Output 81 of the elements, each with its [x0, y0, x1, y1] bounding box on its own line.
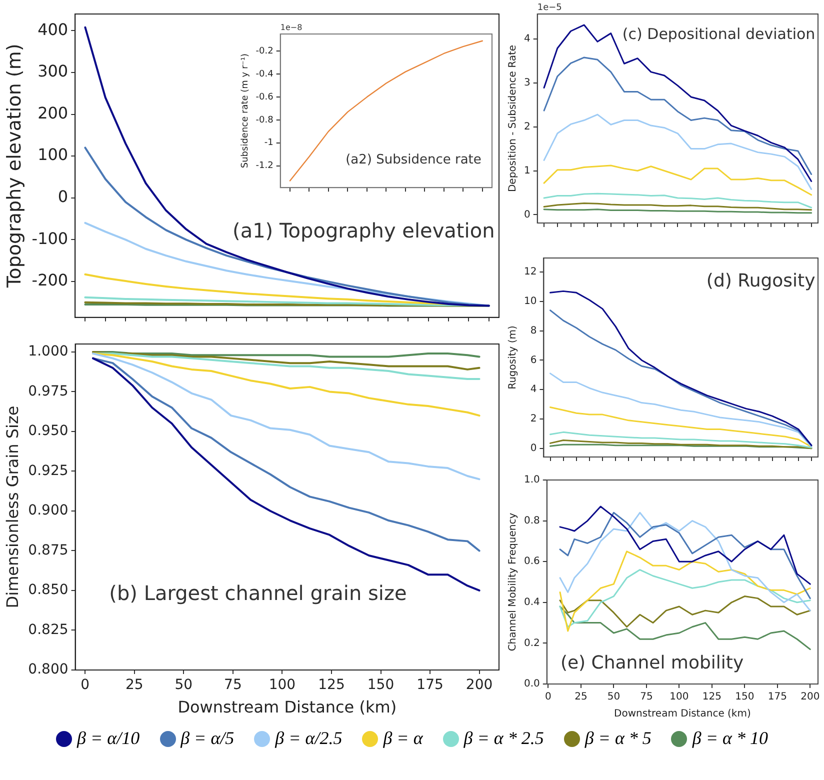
annotation: 1e−8	[280, 23, 302, 32]
y-tick-label: -0.2	[256, 46, 274, 57]
y-tick-label: -1.2	[256, 161, 274, 172]
x-tick-label: 75	[640, 692, 653, 703]
annotation: (e) Channel mobility	[560, 652, 744, 674]
y-tick-label: 0.2	[524, 638, 540, 649]
y-tick-label: 0.975	[28, 383, 68, 400]
y-tick-label: 200	[38, 103, 68, 122]
y-tick-label: 0	[524, 209, 530, 220]
y-tick-label: 0	[58, 187, 68, 206]
x-tick-label: 75	[224, 677, 242, 694]
y-tick-label: 0.950	[28, 423, 68, 440]
y-axis-title: Dimensionless Grain Size	[2, 406, 22, 608]
x-tick-label: 150	[735, 692, 754, 703]
y-tick-label: 0.4	[524, 596, 540, 608]
x-tick-label: 50	[607, 692, 620, 703]
y-tick-label: 8	[530, 325, 537, 336]
legend-label: β = α	[383, 728, 423, 749]
text: 1e−5	[537, 2, 562, 13]
x-tick-label: 200	[800, 692, 820, 703]
legend-label: β = α * 5	[584, 728, 652, 749]
y-tick-label: 0.875	[28, 542, 68, 558]
x-axis-title: Downstream Distance (km)	[614, 708, 751, 720]
y-tick-label: 4	[530, 384, 537, 396]
y-tick-label: 0.0	[524, 678, 540, 690]
y-tick-label: 2	[530, 414, 537, 425]
annotation: (d) Rugosity	[706, 270, 816, 292]
x-tick-label: 125	[702, 692, 722, 703]
y-tick-label: 12	[524, 266, 537, 278]
annotation: (c) Depositional deviation	[622, 24, 816, 43]
y-tick-label: 0.800	[28, 662, 68, 678]
y-tick-label: -1	[264, 138, 274, 148]
y-tick-label: 3	[524, 78, 530, 89]
legend-label: β = α/10	[77, 728, 140, 749]
x-tick-label: 50	[174, 677, 193, 694]
y-tick-label: -0.4	[256, 69, 274, 80]
y-tick-label: 1	[524, 165, 530, 176]
y-tick-label: -0.6	[256, 92, 274, 102]
y-tick-label: 2	[524, 121, 530, 132]
y-tick-label: 0.6	[524, 556, 540, 568]
y-tick-label: -100	[32, 228, 68, 248]
y-tick-label: 0.850	[28, 582, 68, 598]
y-tick-label: 0.900	[28, 502, 68, 519]
legend-label: β = α * 10	[692, 728, 768, 749]
y-axis-title: Deposition - Subsidence Rate	[508, 44, 519, 192]
y-tick-label: 0	[530, 442, 537, 454]
x-tick-label: 125	[318, 677, 345, 694]
legend-label: β = α/2.5	[275, 728, 342, 749]
y-tick-label: 100	[38, 145, 68, 164]
y-tick-label: 4	[524, 34, 530, 45]
y-axis-title: Topography elevation (m)	[3, 44, 26, 289]
y-axis-title: Subsidence rate (m y r⁻¹)	[240, 53, 251, 168]
x-axis-title: Downstream Distance (km)	[178, 698, 397, 717]
y-tick-label: 300	[38, 62, 68, 81]
x-tick-label: 25	[125, 677, 144, 694]
y-tick-label: 1.000	[28, 344, 68, 360]
y-tick-label: 400	[38, 20, 68, 39]
y-tick-label: -200	[32, 270, 68, 290]
annotation: (b) Largest channel grain size	[109, 581, 407, 606]
y-tick-label: 0.825	[28, 622, 68, 638]
y-axis-title: Rugosity (m)	[508, 325, 519, 390]
x-tick-label: 175	[416, 677, 444, 694]
x-tick-label: 0	[80, 677, 90, 694]
x-tick-label: 25	[574, 692, 588, 703]
x-tick-label: 0	[545, 692, 552, 703]
legend-label: β = α/5	[180, 728, 234, 749]
x-tick-label: 150	[367, 677, 394, 694]
y-tick-label: 0.925	[28, 462, 68, 479]
x-tick-label: 100	[268, 677, 296, 694]
legend-label: β = α * 2.5	[464, 728, 544, 749]
x-tick-label: 175	[768, 692, 787, 703]
y-tick-label: 6	[530, 354, 537, 366]
annotation: (a2) Subsidence rate	[346, 152, 482, 168]
x-tick-label: 200	[466, 677, 493, 694]
x-tick-label: 100	[670, 692, 689, 703]
y-tick-label: 1.0	[524, 474, 540, 486]
y-tick-label: -0.8	[256, 115, 274, 126]
y-axis-title: Channel Mobility Frequency	[508, 512, 519, 652]
annotation: (a1) Topography elevation	[232, 218, 495, 243]
y-tick-label: 10	[524, 296, 537, 308]
y-tick-label: 0.8	[524, 515, 540, 526]
